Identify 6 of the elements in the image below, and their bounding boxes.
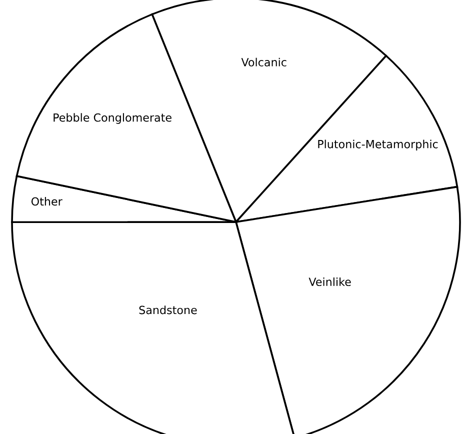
slice-label: Volcanic — [241, 58, 286, 66]
slice-label: Plutonic-Metamorphic — [318, 140, 438, 150]
slice-label: Sandstone — [139, 306, 197, 314]
slice-label: Other — [31, 197, 62, 206]
slice-label: Pebble Conglomerate — [54, 113, 172, 124]
slice-label: Veinlike — [308, 277, 351, 286]
